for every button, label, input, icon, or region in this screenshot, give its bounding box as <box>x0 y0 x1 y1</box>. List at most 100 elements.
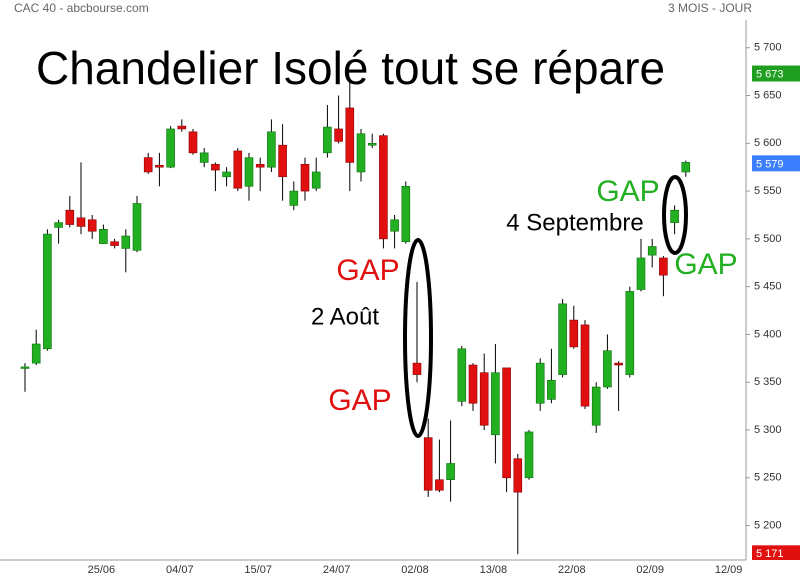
candle-body <box>199 152 209 163</box>
candle-body <box>143 157 153 173</box>
candle-body <box>166 128 175 168</box>
candle-body <box>367 142 377 146</box>
candle-body <box>267 131 276 168</box>
candle-body <box>468 364 478 404</box>
y-tick-label: 5 600 <box>754 137 782 149</box>
candle-body <box>188 131 198 154</box>
candle-body <box>558 303 567 375</box>
candle-body <box>289 190 299 206</box>
y-tick-label: 5 500 <box>754 233 782 245</box>
candle-body <box>356 133 366 173</box>
annotation: 4 Septembre <box>506 209 643 236</box>
candle-body <box>345 107 355 163</box>
candle-body <box>614 362 623 366</box>
price-label-box <box>752 545 800 560</box>
candle-body <box>603 350 612 388</box>
candle-body <box>255 164 265 168</box>
candle-body <box>222 171 231 178</box>
x-tick-label: 15/07 <box>244 564 272 576</box>
annotation: 2 Août <box>311 303 379 330</box>
candle-body <box>502 367 511 479</box>
source: CAC 40 - abcbourse.com <box>14 1 149 15</box>
x-tick-label: 02/09 <box>636 564 664 576</box>
candle-body <box>636 257 646 290</box>
price-label: 5 579 <box>756 158 784 170</box>
y-tick-label: 5 700 <box>754 42 782 54</box>
candle-body <box>659 257 668 276</box>
candle-body <box>446 463 455 481</box>
candle-body <box>547 380 556 400</box>
plot: 5 673 5 579 5 171 <box>20 65 800 560</box>
candle-body <box>681 162 691 173</box>
candle-body <box>334 128 343 142</box>
candle-body <box>457 348 467 402</box>
gap-ellipse <box>403 238 433 438</box>
x-tick-label: 12/09 <box>715 564 743 576</box>
candle-body <box>278 144 287 178</box>
x-tick-label: 25/06 <box>88 564 116 576</box>
y-tick-label: 5 200 <box>754 519 782 531</box>
candle-body <box>591 386 601 426</box>
y-tick-label: 5 550 <box>754 185 782 197</box>
candle-body <box>211 164 220 171</box>
x-tick-label: 24/07 <box>323 564 351 576</box>
candle-body <box>323 126 332 154</box>
y-tick-label: 5 650 <box>754 89 782 101</box>
candle-body <box>535 362 545 404</box>
x-tick-label: 02/08 <box>401 564 429 576</box>
candle-body <box>110 241 119 246</box>
candle-body <box>569 319 579 348</box>
candle-body <box>99 229 108 244</box>
annotation: GAP <box>328 384 391 417</box>
candle-body <box>435 479 444 491</box>
y-tick-label: 5 300 <box>754 424 782 436</box>
x-tick-label: 13/08 <box>480 564 508 576</box>
price-label: 5 171 <box>756 548 784 560</box>
candle-body <box>580 324 590 407</box>
price-label-box <box>752 155 800 172</box>
annotation: GAP <box>336 254 399 287</box>
price-label-box <box>752 65 800 82</box>
y-tick-label: 5 400 <box>754 328 782 340</box>
annotation: GAP <box>596 175 659 208</box>
candle-body <box>311 171 321 189</box>
period: 3 MOIS - JOUR <box>668 1 752 15</box>
candle-body <box>155 164 164 168</box>
candle-body <box>423 437 433 491</box>
y-tick-label: 5 450 <box>754 281 782 293</box>
x-tick-label: 22/08 <box>558 564 586 576</box>
candle-body <box>412 362 422 375</box>
candle-body <box>300 164 310 192</box>
candle-body <box>625 291 635 375</box>
candle-body <box>524 431 534 479</box>
y-tick-label: 5 250 <box>754 472 782 484</box>
candle-body <box>177 125 187 130</box>
candle-body <box>390 219 399 232</box>
chart-title: Chandelier Isolé tout se répare <box>36 42 665 94</box>
candle-body <box>65 209 75 225</box>
gap-ellipse <box>662 175 688 255</box>
candle-body <box>401 186 411 243</box>
candle-body <box>31 343 41 364</box>
candle-body <box>670 209 679 223</box>
candle-body <box>379 135 388 240</box>
candle-body <box>121 235 131 249</box>
candle-body <box>491 372 500 436</box>
candle-body <box>132 203 142 251</box>
candle-body <box>43 233 52 350</box>
y-tick-label: 5 350 <box>754 376 782 388</box>
candle-body <box>513 458 523 493</box>
candle-body <box>87 219 97 232</box>
annotation: GAP <box>674 248 737 281</box>
candle-body <box>479 372 489 426</box>
candle-body <box>233 150 243 189</box>
candle-body <box>244 157 254 187</box>
candle-body <box>76 217 86 227</box>
candle-body <box>54 222 63 228</box>
price-label: 5 673 <box>756 68 784 80</box>
candle-body <box>20 366 30 369</box>
candle-body <box>647 246 657 256</box>
x-tick-label: 04/07 <box>166 564 194 576</box>
